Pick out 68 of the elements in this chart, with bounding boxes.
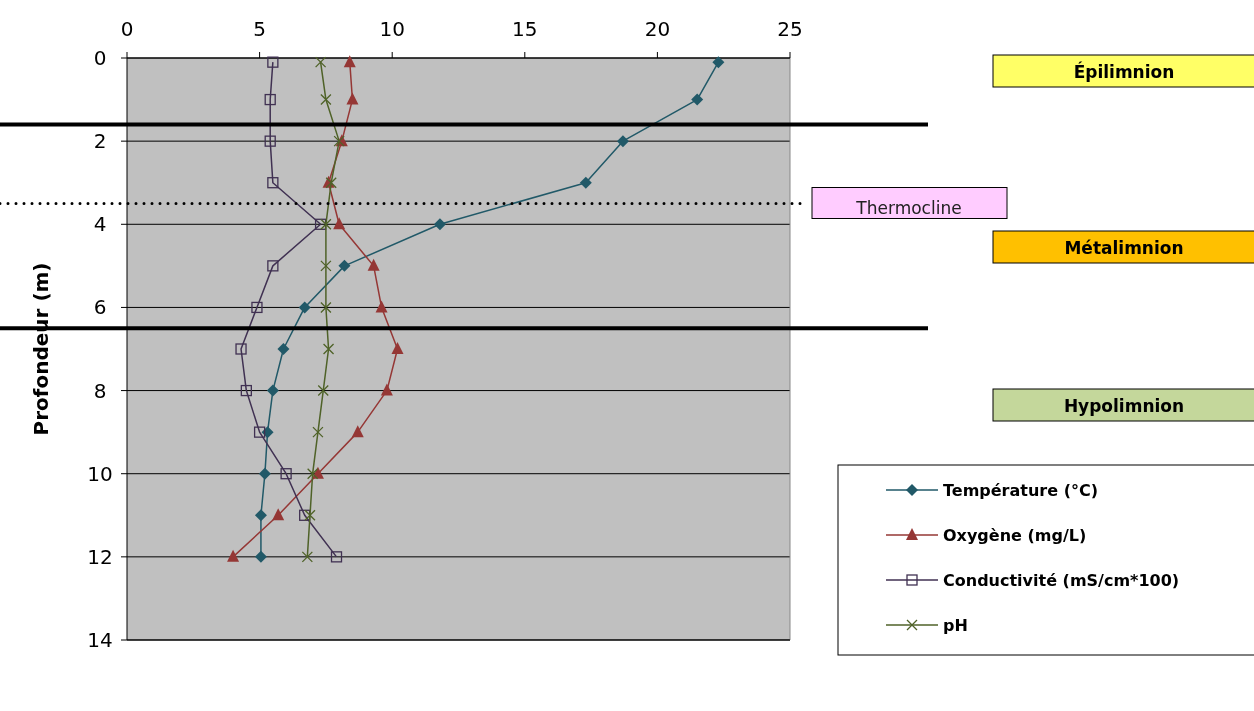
legend-label: pH	[943, 616, 968, 635]
point	[251, 301, 263, 314]
point	[616, 135, 629, 148]
point	[320, 218, 332, 230]
point	[391, 342, 404, 354]
y-tick-label: 0	[93, 46, 107, 70]
point	[280, 468, 292, 480]
point	[258, 467, 271, 480]
point	[322, 343, 335, 355]
x-tick-label: 0	[120, 17, 134, 41]
point	[267, 260, 279, 272]
y-tick-label: 12	[87, 544, 113, 569]
y-tick-label: 8	[93, 378, 107, 403]
point	[320, 260, 332, 272]
legend-label: Oxygène (mg/L)	[943, 526, 1087, 545]
point	[304, 509, 316, 521]
ref-line-label: Thermocline	[855, 197, 962, 218]
point	[261, 426, 274, 439]
legend-label: Température (°C)	[943, 481, 1099, 500]
point	[367, 258, 380, 271]
point	[240, 384, 252, 397]
point	[254, 509, 267, 522]
point	[264, 135, 276, 147]
point	[227, 549, 240, 562]
point	[579, 176, 592, 189]
x-tick-label: 25	[777, 17, 803, 41]
point	[320, 301, 332, 314]
legend-label: Conductivité (mS/cm*100)	[943, 571, 1180, 590]
y-tick-label: 10	[87, 461, 113, 486]
y-tick-label: 14	[87, 628, 113, 652]
point	[306, 468, 319, 480]
text: Métalimnion	[1064, 238, 1184, 258]
point	[277, 343, 290, 355]
point	[351, 425, 364, 438]
point	[346, 92, 359, 105]
point	[317, 384, 329, 397]
point	[314, 56, 327, 68]
point	[380, 383, 393, 396]
point	[712, 56, 725, 69]
point	[375, 300, 388, 313]
point	[333, 217, 346, 230]
point	[320, 93, 332, 106]
y-axis-title: Profondeur (m)	[29, 262, 53, 436]
point	[691, 93, 704, 106]
point	[330, 551, 343, 563]
point	[433, 218, 446, 231]
point	[301, 551, 313, 563]
text: Hypolimnion	[1063, 396, 1185, 416]
point	[338, 259, 351, 272]
point	[267, 56, 279, 68]
point	[298, 301, 311, 314]
x-tick-label: 20	[644, 17, 671, 41]
point	[272, 508, 285, 521]
point	[343, 55, 356, 68]
y-tick-label: 2	[93, 129, 107, 154]
point	[254, 550, 267, 563]
text: Épilimnion	[1073, 61, 1175, 82]
y-tick-label: 4	[93, 212, 107, 237]
point	[312, 426, 324, 438]
point	[266, 384, 279, 397]
x-tick-label: 15	[512, 17, 538, 41]
point	[253, 426, 266, 438]
x-tick-label: 5	[253, 17, 266, 41]
point	[267, 177, 279, 189]
x-tick-label: 10	[379, 17, 405, 41]
point	[264, 93, 276, 106]
y-tick-label: 6	[93, 295, 107, 320]
point	[235, 343, 247, 355]
